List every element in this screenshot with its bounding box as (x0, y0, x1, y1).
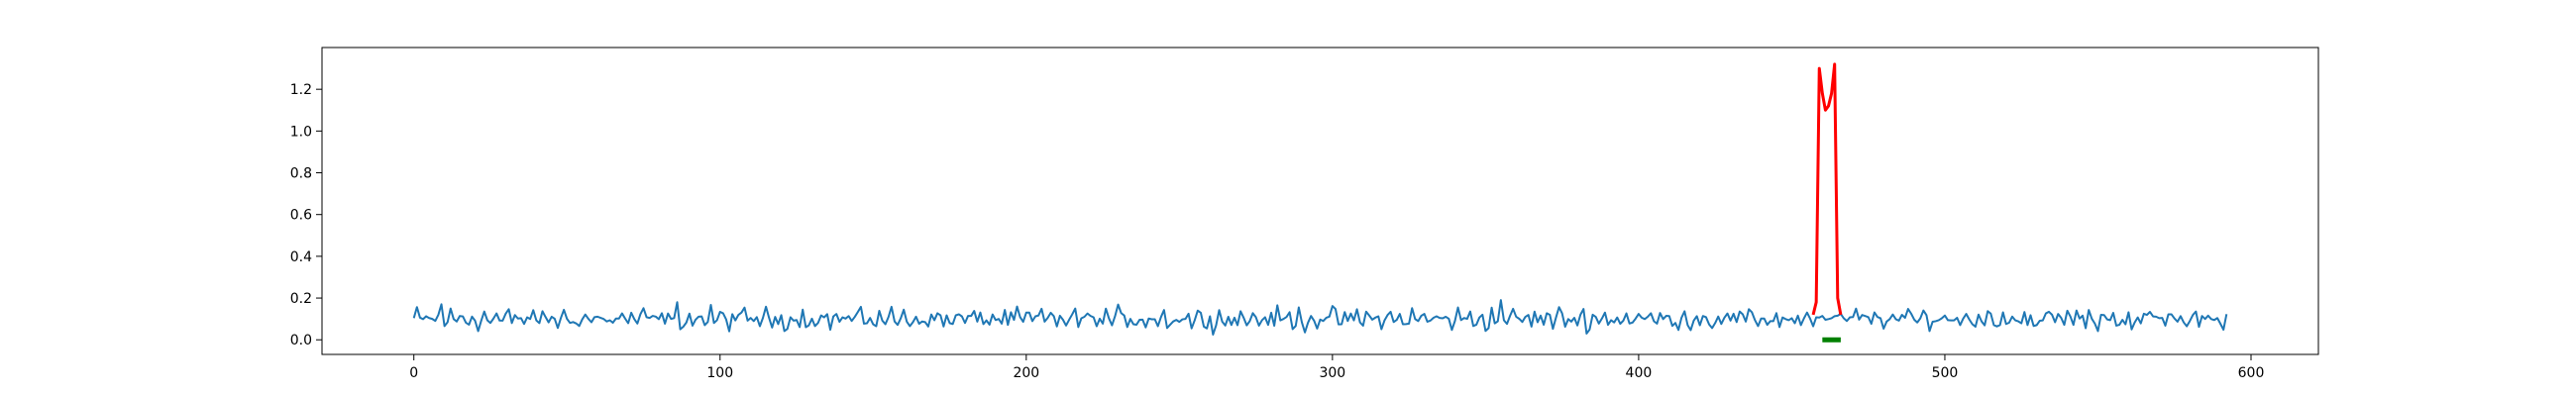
y-tick-label: 1.2 (290, 82, 312, 98)
series-anomaly-line (1811, 62, 1843, 316)
x-tick-label: 200 (1013, 365, 1039, 381)
y-tick-label: 0.8 (290, 166, 312, 182)
x-tick-label: 500 (1932, 365, 1959, 381)
plot-area (321, 47, 2319, 355)
x-tick-label: 600 (2238, 365, 2265, 381)
y-tick-label: 1.0 (290, 124, 312, 140)
y-tick-label: 0.6 (290, 208, 312, 224)
series-layer (412, 62, 2228, 343)
series-baseline-line (412, 299, 2228, 336)
y-tick-label: 0.0 (290, 333, 312, 348)
x-axis-ticks: 0 100 200 300 400 500 600 (409, 354, 2264, 381)
x-tick-label: 400 (1626, 365, 1653, 381)
y-axis-ticks: 0.0 0.2 0.4 0.6 0.8 1.0 1.2 (290, 82, 322, 348)
x-tick-label: 0 (409, 365, 418, 381)
x-tick-label: 100 (706, 365, 733, 381)
y-tick-label: 0.2 (290, 291, 312, 307)
x-tick-label: 300 (1319, 365, 1345, 381)
y-tick-label: 0.4 (290, 249, 312, 265)
